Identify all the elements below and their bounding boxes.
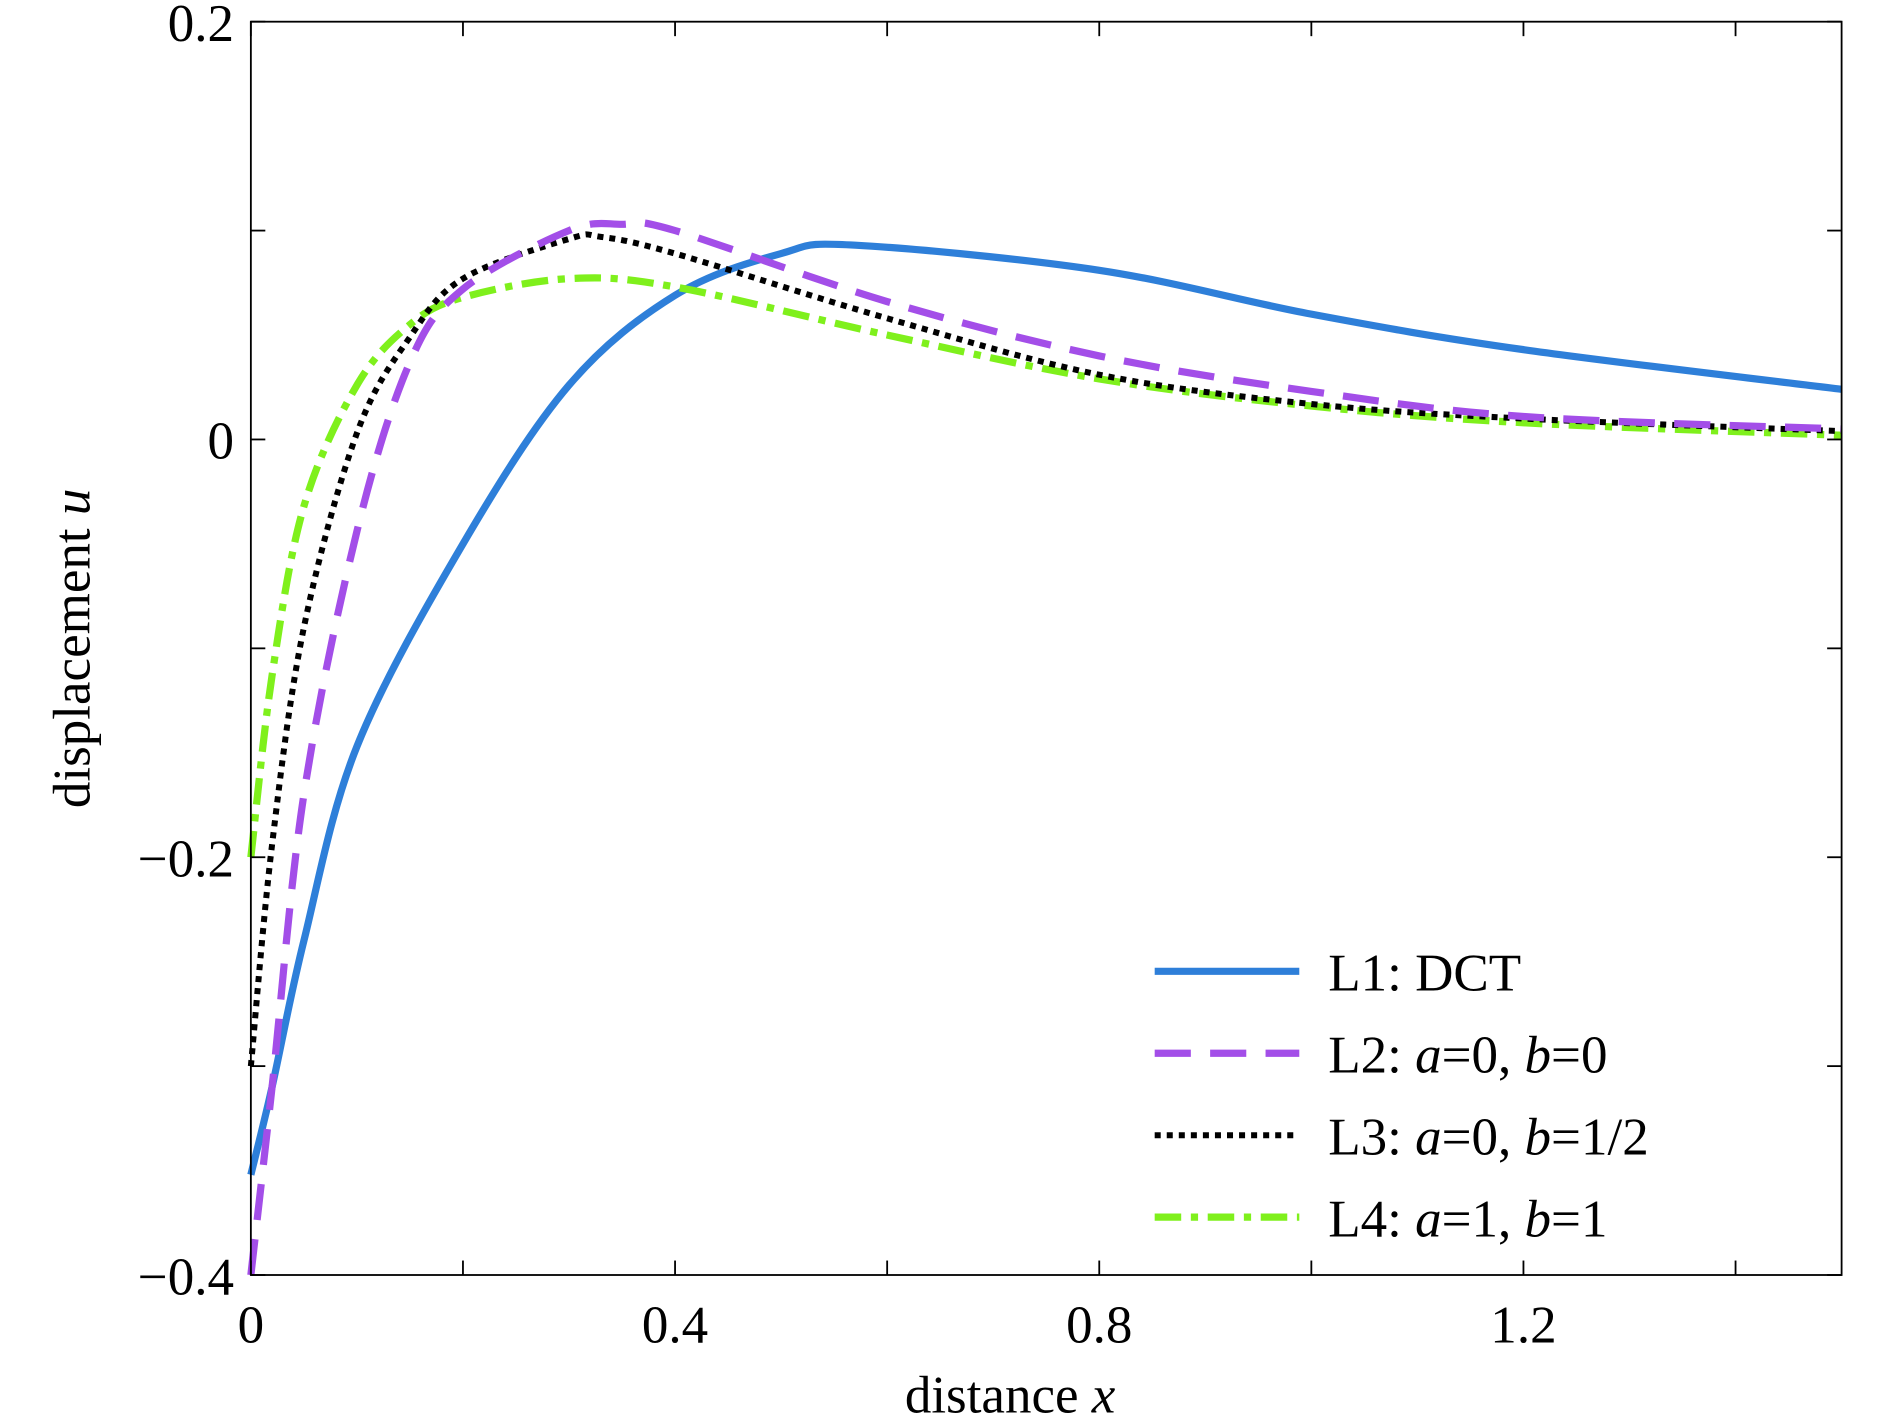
x-tick-label: 0 [238,1296,265,1354]
y-tick-label: −0.4 [138,1248,234,1306]
legend-label-part: L2: [1328,1027,1415,1085]
legend-label-part: a [1415,1190,1442,1248]
x-tick-label: 0.8 [1066,1296,1132,1354]
legend-label-part: =1/2 [1551,1108,1649,1166]
legend-label-part: a [1415,1027,1442,1085]
x-tick-label: 1.2 [1490,1296,1556,1354]
x-axis-label: distance x [905,1366,1116,1416]
legend-label-part: L4: [1328,1190,1415,1248]
legend-label-2: L2: a=0, b=0 [1328,1027,1607,1085]
legend-label-part: =1 [1551,1190,1607,1248]
legend-label-part: b [1525,1027,1552,1085]
axis-ticks: 0 0.4 0.8 1.2 0.2 0 −0.2 −0.4 [138,0,1842,1354]
series-lines [247,219,1843,1276]
y-tick-label: 0 [207,413,234,471]
x-tick-label: 0.4 [642,1296,708,1354]
series-line-4 [247,274,1842,858]
legend-label-part: L3: [1328,1108,1415,1166]
legend-label-part: =0, [1442,1108,1525,1166]
legend-label-part: =0, [1442,1027,1525,1085]
legend-label-part: a [1415,1108,1442,1166]
legend-label-part: b [1525,1190,1552,1248]
series-line-3 [247,231,1842,1067]
legend-label-1: L1: DCT [1328,945,1521,1003]
legend-label-4: L4: a=1, b=1 [1328,1190,1607,1248]
legend-label-3: L3: a=0, b=1/2 [1328,1108,1649,1166]
legend-label-part: b [1525,1108,1552,1166]
y-tick-label: 0.2 [168,0,234,53]
legend-label-part: L1: DCT [1328,945,1521,1003]
plot-frame [249,20,1843,1276]
y-axis-label: displacement u [43,489,101,809]
legend-label-part: =0 [1551,1027,1607,1085]
series-line-2 [247,219,1842,1276]
y-tick-label: −0.2 [138,831,234,889]
legend-label-part: =1, [1442,1190,1525,1248]
